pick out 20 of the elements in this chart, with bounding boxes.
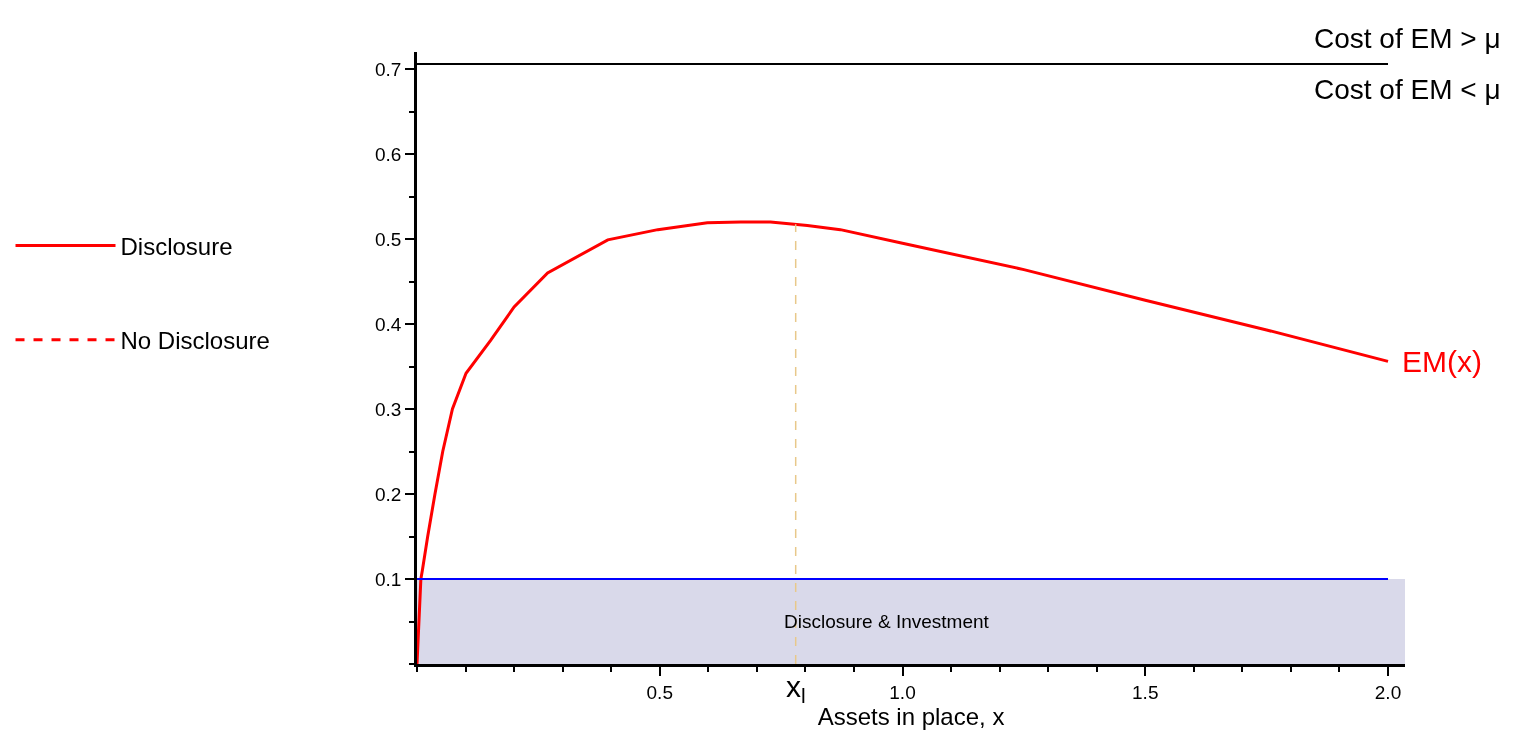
x-tick-label: 2.0 bbox=[1374, 681, 1402, 703]
annotation: EM(x) bbox=[1402, 345, 1482, 378]
annotation: Cost of EM > μ bbox=[1314, 23, 1501, 54]
y-tick-label: 0.1 bbox=[375, 568, 402, 590]
x-tick-label: 1.5 bbox=[1132, 681, 1159, 703]
x-tick-label: 0.5 bbox=[646, 681, 673, 703]
annotation: Cost of EM < μ bbox=[1314, 74, 1501, 105]
y-tick-label: 0.4 bbox=[375, 313, 402, 335]
x-axis-title: Assets in place, x bbox=[817, 702, 1005, 730]
legend-label: Disclosure bbox=[120, 232, 233, 260]
x-tick-label: 1.0 bbox=[889, 681, 916, 703]
y-tick-label: 0.7 bbox=[375, 58, 402, 80]
line-series bbox=[417, 220, 1390, 664]
y-tick-label: 0.3 bbox=[375, 398, 402, 420]
band-label: Disclosure & Investment bbox=[784, 611, 990, 632]
y-tick-label: 0.6 bbox=[375, 143, 402, 165]
y-tick-label: 0.5 bbox=[375, 228, 402, 250]
y-tick-label: 0.2 bbox=[375, 483, 402, 505]
legend-label: No Disclosure bbox=[120, 327, 270, 355]
ref-line-label: x$_{l}$ bbox=[786, 670, 806, 708]
